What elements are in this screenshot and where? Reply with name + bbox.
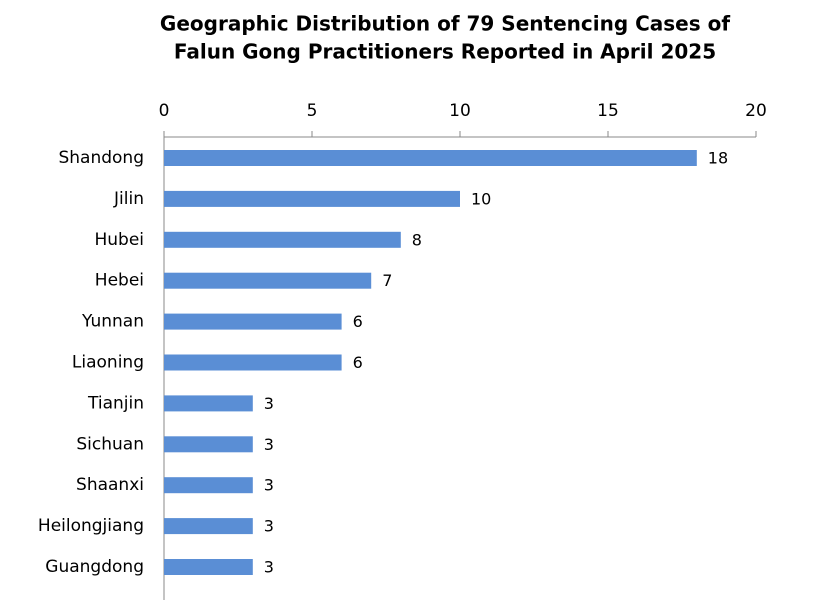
bar <box>164 231 401 248</box>
y-tick-label: Guangdong <box>45 557 144 577</box>
y-tick-label: Liaoning <box>72 353 144 373</box>
bar <box>164 395 253 412</box>
x-tick-label: 10 <box>449 101 471 121</box>
bar <box>164 150 697 166</box>
x-tick-label: 5 <box>307 101 318 121</box>
x-tick-label: 15 <box>597 101 619 121</box>
bar <box>164 313 342 330</box>
bar <box>164 436 253 453</box>
y-tick-label: Shandong <box>58 148 144 168</box>
bar <box>164 190 460 207</box>
value-label: 6 <box>353 312 363 331</box>
value-label: 3 <box>264 476 274 495</box>
y-tick-label: Hebei <box>95 271 144 291</box>
y-tick-label: Shaanxi <box>76 475 144 495</box>
value-label: 3 <box>264 394 274 413</box>
chart-title: Falun Gong Practitioners Reported in Apr… <box>174 40 716 64</box>
bar <box>164 559 253 575</box>
value-label: 10 <box>471 189 491 208</box>
value-label: 8 <box>412 230 422 249</box>
y-tick-label: Yunnan <box>81 312 144 332</box>
bar <box>164 272 372 289</box>
value-label: 3 <box>264 558 274 577</box>
x-tick-label: 0 <box>159 101 170 121</box>
y-tick-label: Hubei <box>94 230 144 250</box>
value-label: 7 <box>382 271 392 290</box>
bar <box>164 354 342 371</box>
value-label: 6 <box>353 353 363 372</box>
value-label: 3 <box>264 517 274 536</box>
x-tick-label: 20 <box>745 101 767 121</box>
bar <box>164 477 253 494</box>
value-label: 18 <box>708 149 728 168</box>
bar <box>164 518 253 535</box>
y-tick-label: Sichuan <box>76 434 144 454</box>
y-tick-label: Tianjin <box>87 393 144 413</box>
y-tick-label: Heilongjiang <box>38 516 144 536</box>
chart-title: Geographic Distribution of 79 Sentencing… <box>160 12 730 36</box>
value-label: 3 <box>264 435 274 454</box>
y-tick-label: Jilin <box>113 189 144 209</box>
